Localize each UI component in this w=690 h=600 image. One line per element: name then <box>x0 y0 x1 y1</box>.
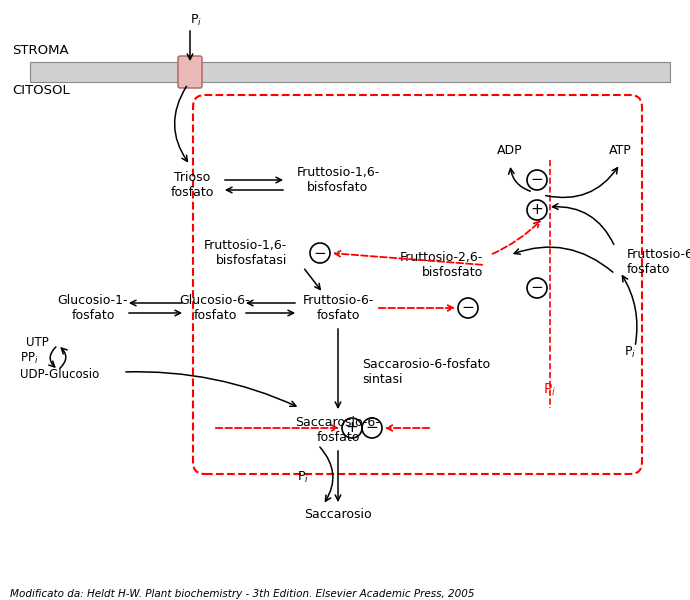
FancyBboxPatch shape <box>178 56 202 88</box>
Text: −: − <box>531 280 544 295</box>
Text: P$_i$: P$_i$ <box>624 344 636 359</box>
Text: Glucosio-1-
fosfato: Glucosio-1- fosfato <box>58 294 128 322</box>
Text: +: + <box>346 421 358 436</box>
Text: ADP: ADP <box>497 143 523 157</box>
Text: Modificato da: Heldt H-W. Plant biochemistry - 3th Edition. Elsevier Academic Pr: Modificato da: Heldt H-W. Plant biochemi… <box>10 589 475 599</box>
Text: PP$_i$: PP$_i$ <box>20 350 39 365</box>
Text: +: + <box>531 202 544 217</box>
Text: −: − <box>314 245 326 260</box>
Bar <box>30 62 670 82</box>
Text: Fruttosio-1,6-
bisfosfato: Fruttosio-1,6- bisfosfato <box>297 166 380 194</box>
Text: Fruttosio-1,6-
bisfosfatasi: Fruttosio-1,6- bisfosfatasi <box>204 239 287 267</box>
Text: ATP: ATP <box>609 143 631 157</box>
Text: Fruttosio-6-
fosfato: Fruttosio-6- fosfato <box>302 294 374 322</box>
Text: Glucosio-6-
fosfato: Glucosio-6- fosfato <box>180 294 250 322</box>
Text: P$_i$: P$_i$ <box>297 469 309 485</box>
Text: Saccarosio-6-
fosfato: Saccarosio-6- fosfato <box>295 416 380 444</box>
Text: Fruttosio-6-
fosfato: Fruttosio-6- fosfato <box>627 248 690 276</box>
Text: Saccarosio: Saccarosio <box>304 509 372 521</box>
Text: P$_i$: P$_i$ <box>190 13 202 28</box>
Text: Saccarosio-6-fosfato
sintasi: Saccarosio-6-fosfato sintasi <box>362 358 490 386</box>
Text: P$_i$: P$_i$ <box>544 382 557 398</box>
Text: −: − <box>366 421 378 436</box>
Text: UDP-Glucosio: UDP-Glucosio <box>20 367 99 380</box>
Text: −: − <box>531 173 544 187</box>
Text: Fruttosio-2,6-
bisfosfato: Fruttosio-2,6- bisfosfato <box>400 251 483 279</box>
Text: −: − <box>462 301 475 316</box>
Text: CITOSOL: CITOSOL <box>12 83 70 97</box>
Text: UTP: UTP <box>26 337 49 349</box>
Text: STROMA: STROMA <box>12 43 68 56</box>
Text: Trioso
fosfato: Trioso fosfato <box>170 171 214 199</box>
